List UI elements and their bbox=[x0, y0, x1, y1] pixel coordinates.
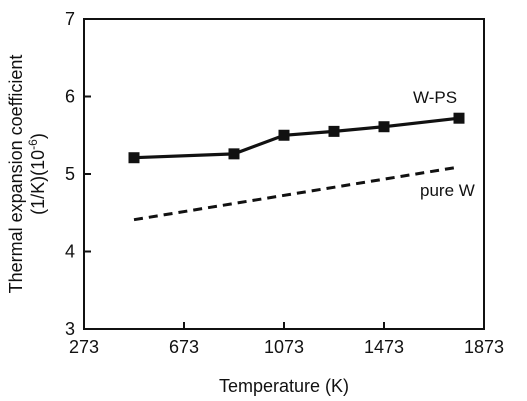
y-axis-title-line1: Thermal expansion coefficient bbox=[6, 55, 26, 294]
y-tick-label: 3 bbox=[65, 319, 75, 339]
series-label-pure-w: pure W bbox=[420, 181, 475, 200]
y-tick-label: 7 bbox=[65, 9, 75, 29]
x-axis-title: Temperature (K) bbox=[219, 376, 349, 396]
x-tick-label: 273 bbox=[69, 337, 99, 357]
series-line-pure-w bbox=[133, 165, 460, 222]
y-axis-unit-exponent: -6 bbox=[26, 139, 40, 150]
y-axis-title: Thermal expansion coefficient (1/K)(10-6… bbox=[6, 55, 48, 294]
data-point-marker bbox=[228, 148, 240, 160]
x-axis-ticks: 273 673 1073 1473 1873 bbox=[69, 322, 504, 357]
series-label-w-ps: W-PS bbox=[413, 88, 457, 107]
y-axis-unit-prefix: (1/K)(10 bbox=[28, 150, 48, 215]
series-layer bbox=[128, 112, 465, 222]
y-tick-label: 4 bbox=[65, 242, 75, 262]
y-tick-label: 5 bbox=[65, 164, 75, 184]
x-tick-label: 673 bbox=[169, 337, 199, 357]
data-point-marker bbox=[128, 152, 140, 164]
y-tick-label: 6 bbox=[65, 87, 75, 107]
x-tick-label: 1873 bbox=[464, 337, 504, 357]
y-axis-title-line2: (1/K)(10-6) bbox=[26, 133, 48, 215]
data-point-marker bbox=[328, 125, 340, 137]
series-line-w-ps bbox=[133, 116, 460, 160]
y-axis-unit-suffix: ) bbox=[28, 133, 48, 139]
data-point-marker bbox=[453, 112, 465, 124]
data-point-marker bbox=[378, 121, 390, 133]
data-point-marker bbox=[278, 129, 290, 141]
y-axis-ticks: 3 4 5 6 7 bbox=[65, 9, 91, 339]
x-tick-label: 1073 bbox=[264, 337, 304, 357]
x-tick-label: 1473 bbox=[364, 337, 404, 357]
